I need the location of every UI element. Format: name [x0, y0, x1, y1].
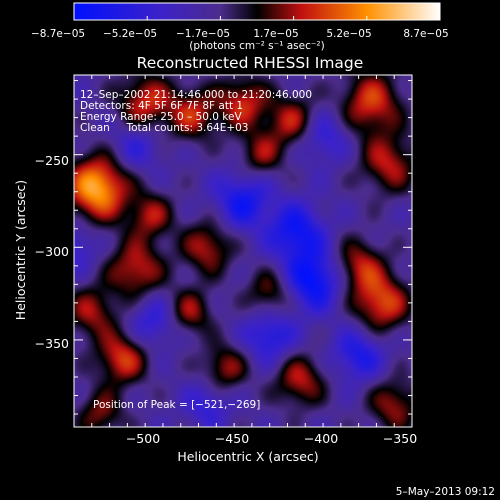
y-tick-label-1: −250 — [35, 153, 69, 168]
x-tick-label-4: −350 — [383, 431, 417, 446]
x-tick-label-3: −400 — [304, 431, 338, 446]
colorbar-tick-0: −8.7e−05 — [31, 28, 85, 40]
colorbar-tick-4: 5.2e−05 — [326, 28, 371, 40]
colorbar-tick-3: 1.7e−05 — [253, 28, 298, 40]
annotation-energy: Energy Range: 25.0 – 50.0 keV — [80, 111, 242, 123]
annotation-counts: Clean Total counts: 3.64E+03 — [80, 122, 249, 134]
x-tick-label-2: −450 — [215, 431, 249, 446]
annotation-peak: Position of Peak = [−521,−269] — [93, 399, 260, 411]
y-tick-label-3: −350 — [35, 336, 69, 351]
colorbar-tick-1: −5.2e−05 — [103, 28, 157, 40]
x-tick-label-1: −500 — [126, 431, 160, 446]
colorbar-tick-2: −1.7e−05 — [176, 28, 230, 40]
annotation-time-range: 12–Sep–2002 21:14:46.000 to 21:20:46.000 — [80, 89, 312, 101]
colorbar-ticks — [73, 16, 441, 20]
colorbar-units: (photons cm⁻² s⁻¹ asec⁻²) — [189, 40, 324, 52]
plot-frame — [73, 74, 413, 428]
chart-title: Reconstructed RHESSI Image — [137, 54, 364, 72]
annotation-detectors: Detectors: 4F 5F 6F 7F 8F att 1 — [80, 100, 243, 112]
x-axis-label: Heliocentric X (arcsec) — [177, 449, 318, 464]
heatmap-image — [74, 75, 412, 427]
axis-ticks — [74, 75, 413, 427]
colorbar — [73, 2, 441, 21]
y-tick-label-2: −300 — [35, 244, 69, 259]
timestamp: 5–May–2013 09:12 — [396, 486, 495, 498]
y-axis-label: Heliocentric Y (arcsec) — [13, 180, 28, 320]
colorbar-tick-5: 8.7e−05 — [403, 28, 448, 40]
